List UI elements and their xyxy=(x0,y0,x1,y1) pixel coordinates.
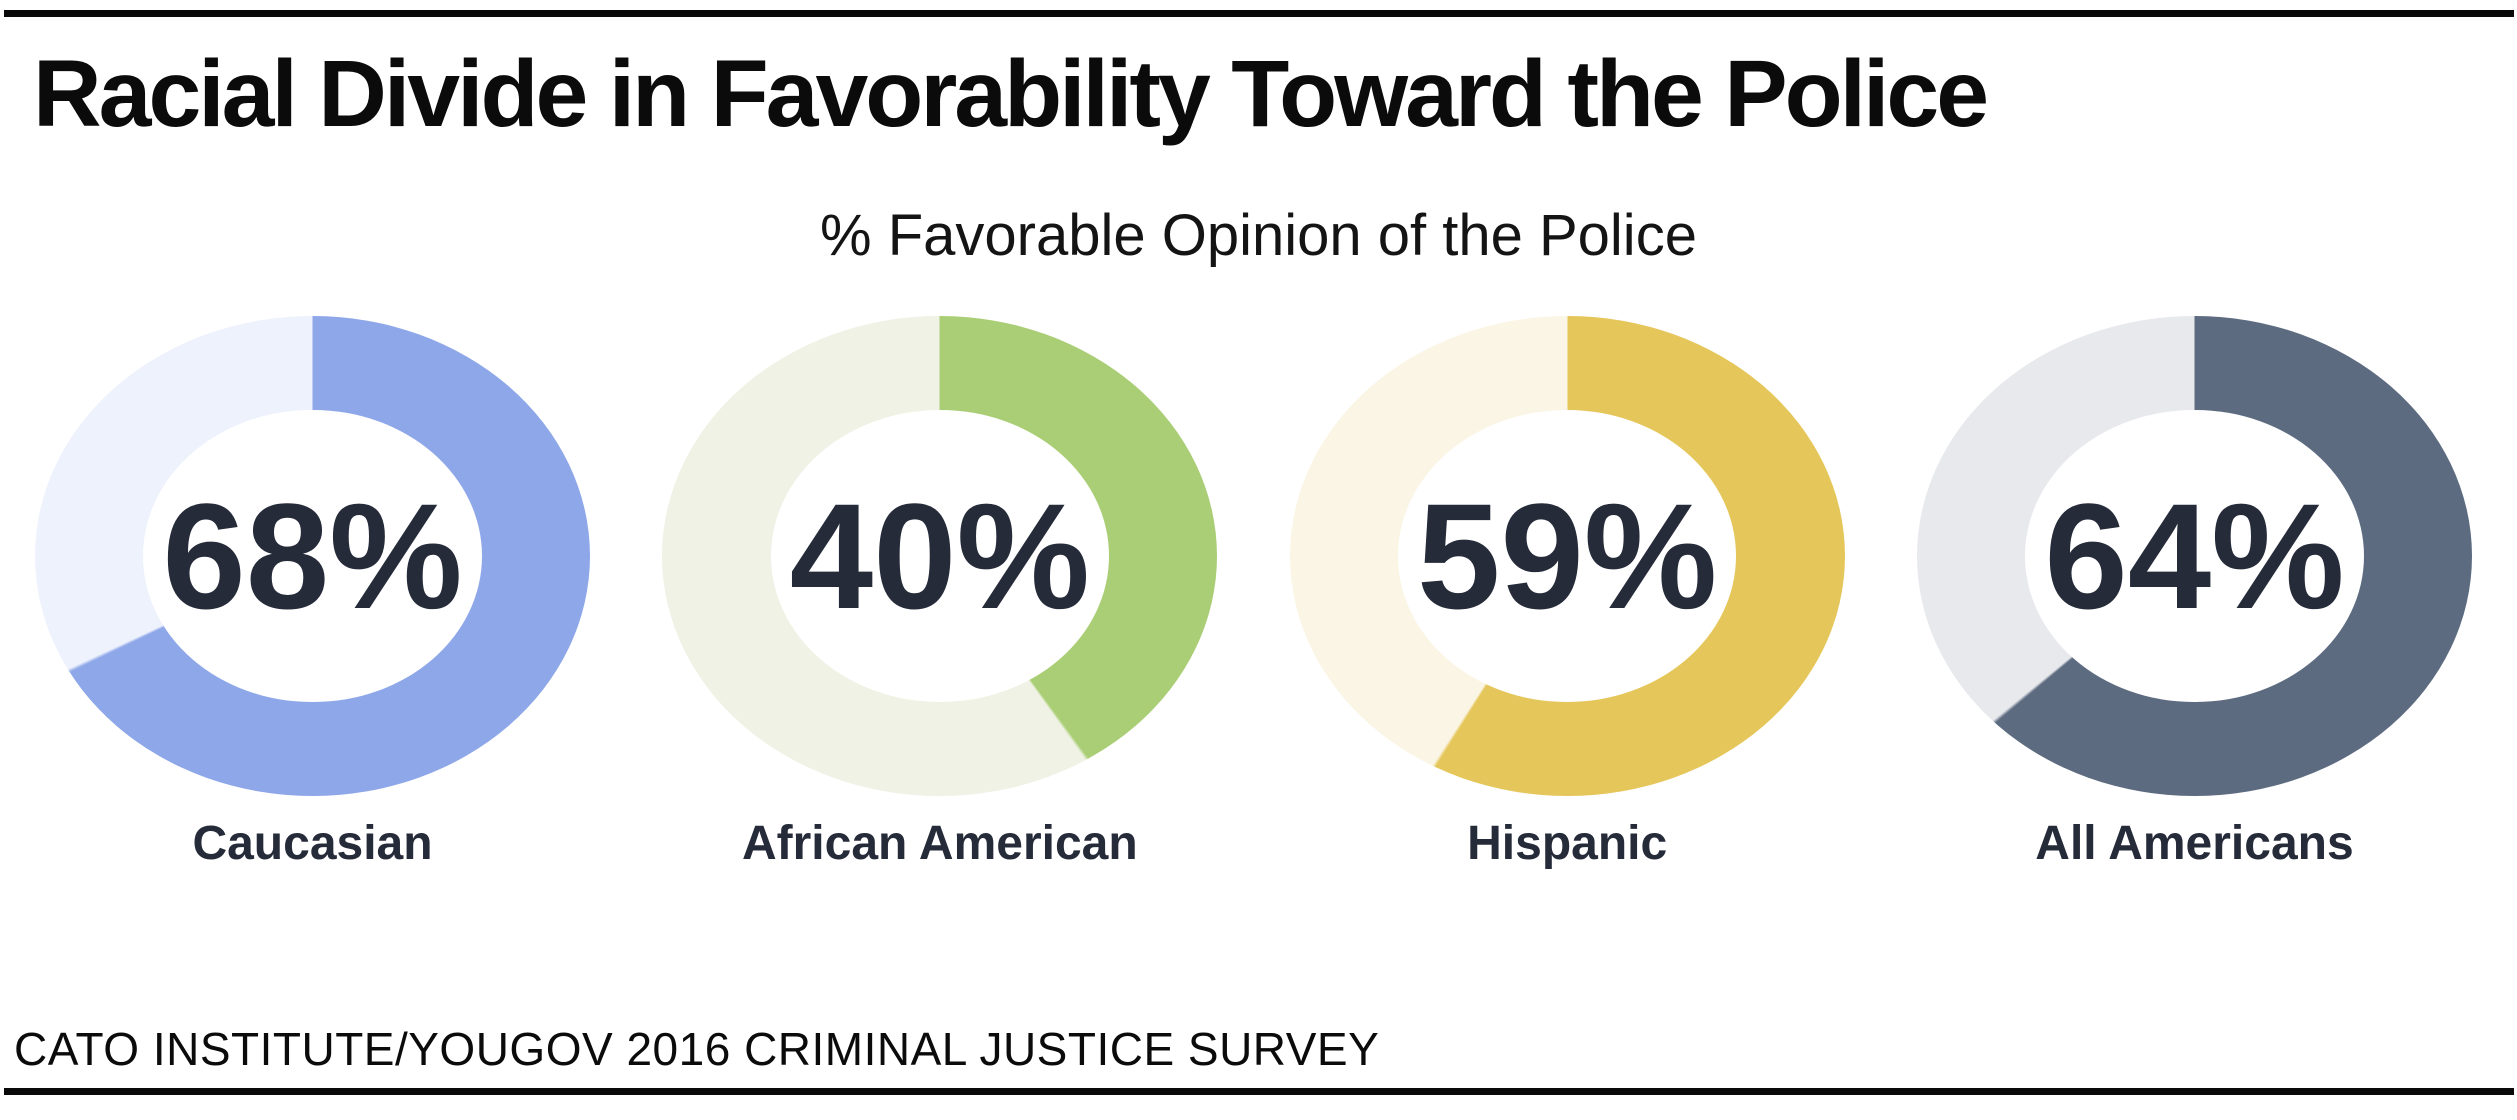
donut-category-label: Hispanic xyxy=(1467,817,1668,870)
donut-hole: 64% xyxy=(2025,409,2364,703)
donut-ring: 40% xyxy=(662,316,1218,796)
top-rule xyxy=(4,10,2514,17)
donut-percent-label: 68% xyxy=(162,472,463,640)
donut-ring: 64% xyxy=(1916,316,2472,796)
donut-percent-label: 59% xyxy=(1417,472,1718,640)
donut-percent-label: 64% xyxy=(2044,472,2345,640)
chart-subtitle: % Favorable Opinion of the Police xyxy=(820,203,1697,268)
donut-hole: 40% xyxy=(770,409,1110,703)
donut-hole: 59% xyxy=(1397,409,1737,703)
chart-title: Racial Divide in Favorability Toward the… xyxy=(33,41,1989,147)
donut-category-label: All Americans xyxy=(2035,817,2354,870)
donut-category-label: African American xyxy=(741,817,1138,870)
source-attribution: CATO INSTITUTE/YOUGOV 2016 CRIMINAL JUST… xyxy=(14,1023,1380,1075)
donut-group: 40% African American xyxy=(662,316,1218,871)
donut-ring: 68% xyxy=(35,316,590,796)
donut-chart-row: 68% Caucasian 40% African American 59% H… xyxy=(35,316,2472,871)
donut-category-label: Caucasian xyxy=(192,817,433,870)
donut-percent-label: 40% xyxy=(789,472,1090,640)
donut-group: 64% All Americans xyxy=(1916,316,2472,871)
donut-group: 59% Hispanic xyxy=(1289,316,1845,871)
bottom-rule xyxy=(4,1088,2514,1095)
donut-group: 68% Caucasian xyxy=(35,316,590,871)
donut-ring: 59% xyxy=(1289,316,1845,796)
donut-hole: 68% xyxy=(143,409,482,703)
